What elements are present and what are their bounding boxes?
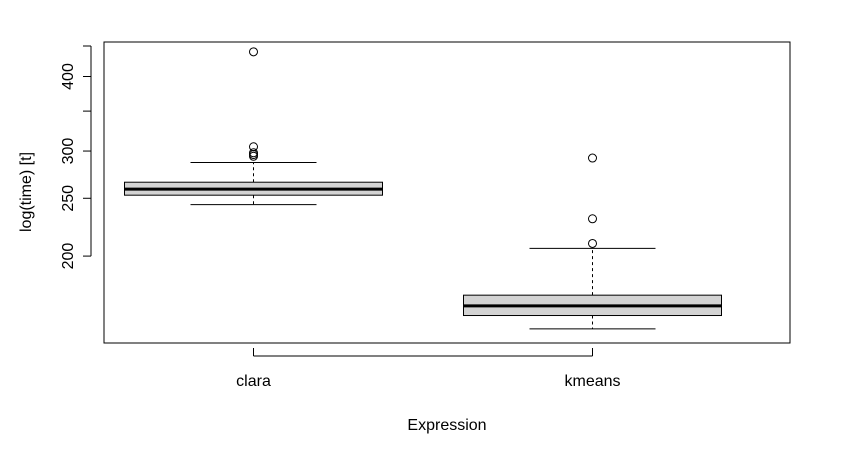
outlier-point: [588, 153, 597, 163]
box-kmeans: [463, 153, 722, 330]
y-tick-label: 300: [60, 138, 77, 165]
y-axis-label: log(time) [t]: [18, 152, 35, 232]
y-tick-label: 400: [60, 63, 77, 90]
outlier-point: [249, 47, 258, 57]
outlier-point: [249, 150, 258, 160]
x-tick-label-clara: clara: [236, 373, 271, 390]
box-clara: [124, 47, 383, 206]
outlier-point: [588, 238, 597, 248]
y-tick-label: 200: [60, 243, 77, 270]
outlier-point: [588, 214, 597, 224]
boxes-layer: [124, 47, 722, 330]
outlier-point: [249, 148, 258, 158]
y-axis: 200 250 300 400: [60, 45, 92, 270]
x-axis-label: Expression: [407, 417, 486, 434]
outlier-point: [249, 142, 258, 152]
y-tick-label: 250: [60, 185, 77, 212]
x-axis: clara kmeans: [236, 348, 621, 390]
x-tick-label-kmeans: kmeans: [564, 373, 620, 390]
plot-frame: [103, 41, 791, 344]
